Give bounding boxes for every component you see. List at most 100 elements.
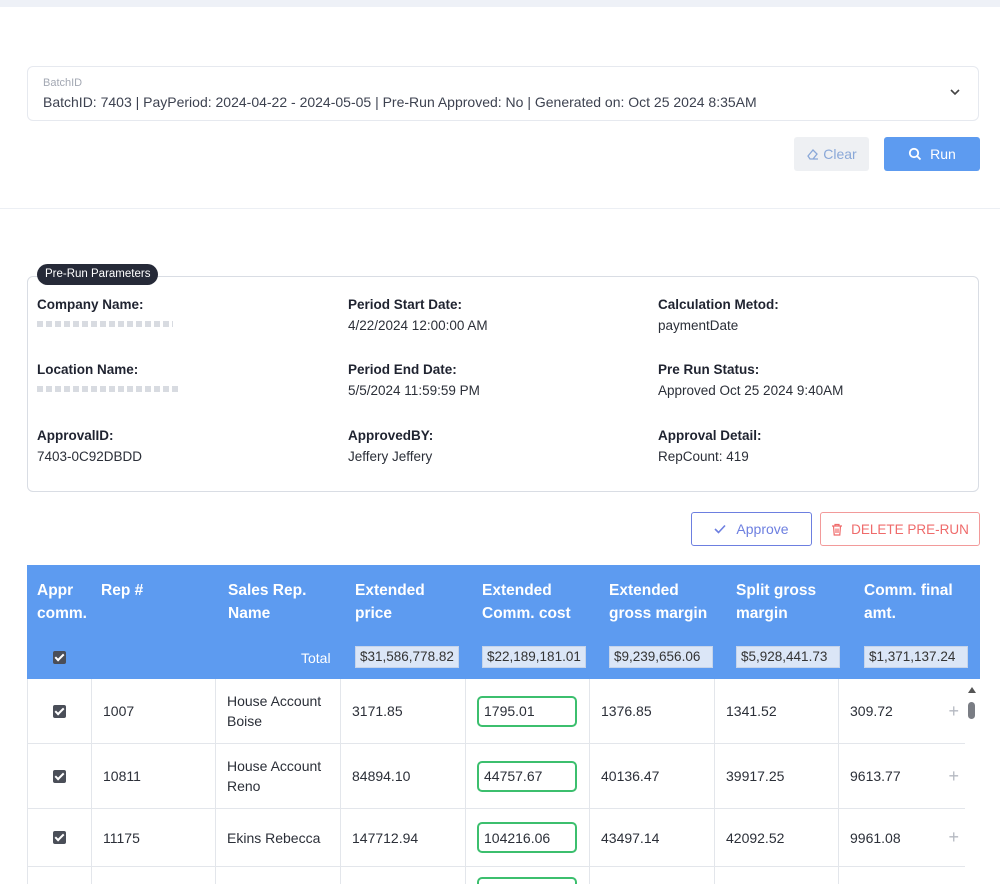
table-row: 10811 House Account Reno 84894.10 44757.… [28, 744, 965, 809]
ext-comm-cell: 1795.01 [466, 679, 590, 743]
check-icon [714, 524, 727, 534]
approval-detail-label: Approval Detail: [658, 428, 762, 443]
table-row: 1007 House Account Boise 3171.85 1795.01… [28, 679, 965, 744]
appr-cell [28, 867, 92, 884]
ext-price-cell: 147712.94 [341, 809, 466, 866]
table-row [28, 867, 965, 884]
final-amt-value: 9613.77 [850, 768, 901, 784]
calc-method-label: Calculation Metod: [658, 297, 779, 312]
batch-select-label: BatchID [43, 77, 83, 89]
rep-number-cell: 11175 [92, 809, 216, 866]
pre-run-status-field: Pre Run Status: Approved Oct 25 2024 9:4… [658, 362, 843, 398]
location-name-redacted [37, 386, 181, 392]
batch-select[interactable]: BatchID BatchID: 7403 | PayPeriod: 2024-… [27, 66, 979, 121]
split-gm-cell: 42092.52 [715, 809, 839, 866]
run-button[interactable]: Run [884, 137, 980, 171]
row-approve-checkbox[interactable] [53, 704, 66, 718]
final-amt-value: 309.72 [850, 703, 893, 719]
period-end-value: 5/5/2024 11:59:59 PM [348, 383, 480, 398]
calc-method-field: Calculation Metod: paymentDate [658, 297, 779, 333]
rep-number-cell: 10811 [92, 744, 216, 808]
approval-detail-field: Approval Detail: RepCount: 419 [658, 428, 762, 464]
approval-id-value: 7403-0C92DBDD [37, 449, 143, 464]
expand-row-icon[interactable]: + [948, 827, 959, 847]
split-gm-cell: 1341.52 [715, 679, 839, 743]
final-amt-cell: 9613.77 + [839, 744, 965, 808]
rep-name-cell [216, 867, 341, 884]
comm-cost-input[interactable]: 1795.01 [477, 695, 577, 727]
pre-run-parameters-panel [27, 276, 979, 492]
pre-run-parameters-badge: Pre-Run Parameters [37, 264, 159, 285]
search-icon [909, 147, 922, 161]
ext-gm-cell: 43497.14 [590, 809, 715, 866]
final-amt-cell [839, 867, 965, 884]
expand-row-icon[interactable]: + [948, 700, 959, 721]
total-extended-comm-cost: $22,189,181.01 [482, 646, 586, 668]
scroll-up-icon[interactable] [968, 687, 976, 693]
approved-by-label: ApprovedBY: [348, 428, 434, 443]
appr-cell [28, 744, 92, 808]
table-scrollbar[interactable] [963, 683, 980, 884]
row-approve-checkbox[interactable] [53, 831, 66, 844]
top-strip [0, 0, 1000, 7]
final-amt-value: 9961.08 [850, 829, 901, 846]
ext-comm-cell: 44757.67 [466, 744, 590, 808]
run-button-label: Run [930, 146, 956, 162]
calc-method-value: paymentDate [658, 318, 739, 333]
total-extended-gross-margin: $9,239,656.06 [609, 646, 713, 668]
col-sales-rep-name[interactable]: Sales Rep. Name [228, 582, 307, 622]
rep-name-cell: House Account Boise [216, 679, 341, 743]
period-start-value: 4/22/2024 12:00:00 AM [348, 318, 488, 333]
comm-cost-input[interactable]: 104216.06 [477, 822, 577, 853]
pre-run-status-label: Pre Run Status: [658, 362, 760, 377]
col-extended-price[interactable]: Extended price [355, 582, 425, 622]
location-name-label: Location Name: [37, 362, 139, 377]
eraser-icon [807, 149, 819, 160]
approval-id-label: ApprovalID: [37, 428, 114, 443]
period-start-field: Period Start Date: 4/22/2024 12:00:00 AM [348, 297, 488, 333]
col-extended-gross-margin[interactable]: Extended gross margin [609, 582, 708, 622]
comm-cost-input[interactable]: 44757.67 [477, 760, 577, 792]
trash-icon [832, 523, 843, 536]
ext-gm-cell: 1376.85 [590, 679, 715, 743]
chevron-down-icon[interactable] [948, 85, 962, 99]
clear-button-label: Clear [823, 146, 857, 162]
location-name-field: Location Name: [37, 362, 181, 395]
approve-button[interactable]: Approve [691, 512, 812, 546]
ext-gm-cell: 40136.47 [590, 744, 715, 808]
ext-price-cell: 84894.10 [341, 744, 466, 808]
delete-pre-run-button[interactable]: DELETE PRE-RUN [820, 512, 980, 546]
col-extended-comm-cost[interactable]: Extended Comm. cost [482, 582, 571, 622]
total-extended-price: $31,586,778.82 [355, 646, 459, 668]
company-name-redacted [37, 321, 173, 327]
select-all-checkbox[interactable] [53, 651, 66, 664]
rep-name-cell: House Account Reno [216, 744, 341, 808]
split-gm-cell [715, 867, 839, 884]
col-split-gross-margin[interactable]: Split gross margin [736, 582, 817, 622]
approval-id-field: ApprovalID: 7403-0C92DBDD [37, 428, 142, 464]
col-rep-number[interactable]: Rep # [101, 582, 144, 599]
table-body: 1007 House Account Boise 3171.85 1795.01… [27, 679, 980, 884]
rep-number-cell: 1007 [92, 679, 216, 743]
col-appr-comm[interactable]: Appr comm. [37, 582, 87, 622]
scrollbar-thumb[interactable] [968, 702, 975, 719]
comm-cost-input[interactable] [477, 877, 577, 884]
split-gm-cell: 39917.25 [715, 744, 839, 808]
period-end-field: Period End Date: 5/5/2024 11:59:59 PM [348, 362, 480, 398]
row-approve-checkbox[interactable] [53, 769, 66, 783]
clear-button[interactable]: Clear [794, 137, 869, 171]
approved-by-value: Jeffery Jeffery [348, 449, 433, 464]
rep-name-cell: Ekins Rebecca [216, 809, 341, 866]
company-name-label: Company Name: [37, 297, 144, 312]
approve-button-label: Approve [736, 521, 789, 537]
ext-price-cell: 3171.85 [341, 679, 466, 743]
col-comm-final-amt[interactable]: Comm. final amt. [864, 582, 953, 622]
pre-run-status-value: Approved Oct 25 2024 9:40AM [658, 383, 844, 398]
rep-number-cell [92, 867, 216, 884]
final-amt-cell: 9961.08 + [839, 809, 965, 866]
total-label: Total [301, 650, 331, 666]
expand-row-icon[interactable]: + [948, 765, 959, 786]
ext-comm-cell [466, 867, 590, 884]
ext-comm-cell: 104216.06 [466, 809, 590, 866]
approved-by-field: ApprovedBY: Jeffery Jeffery [348, 428, 433, 464]
